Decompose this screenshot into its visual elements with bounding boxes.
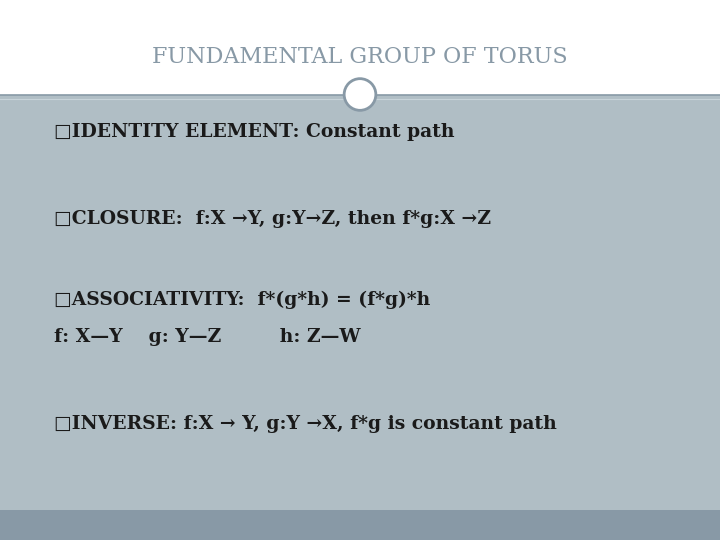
Text: □CLOSURE:  f:X →Y, g:Y→Z, then f*g:X →Z: □CLOSURE: f:X →Y, g:Y→Z, then f*g:X →Z <box>54 210 491 228</box>
Ellipse shape <box>344 79 376 110</box>
Text: □IDENTITY ELEMENT: Constant path: □IDENTITY ELEMENT: Constant path <box>54 123 454 141</box>
Bar <box>0 94 720 510</box>
Bar <box>0 510 720 540</box>
Text: □INVERSE: f:X → Y, g:Y →X, f*g is constant path: □INVERSE: f:X → Y, g:Y →X, f*g is consta… <box>54 415 557 433</box>
Text: □ASSOCIATIVITY:  f*(g*h) = (f*g)*h: □ASSOCIATIVITY: f*(g*h) = (f*g)*h <box>54 291 431 309</box>
Text: f: X—Y    g: Y—Z         h: Z—W: f: X—Y g: Y—Z h: Z—W <box>54 328 361 347</box>
Bar <box>0 0 720 94</box>
Text: FUNDAMENTAL GROUP OF TORUS: FUNDAMENTAL GROUP OF TORUS <box>152 46 568 68</box>
